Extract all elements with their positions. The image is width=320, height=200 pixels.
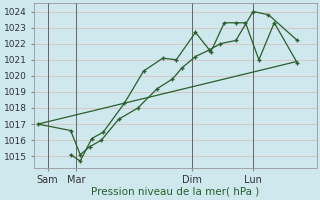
X-axis label: Pression niveau de la mer( hPa ): Pression niveau de la mer( hPa ): [91, 187, 260, 197]
